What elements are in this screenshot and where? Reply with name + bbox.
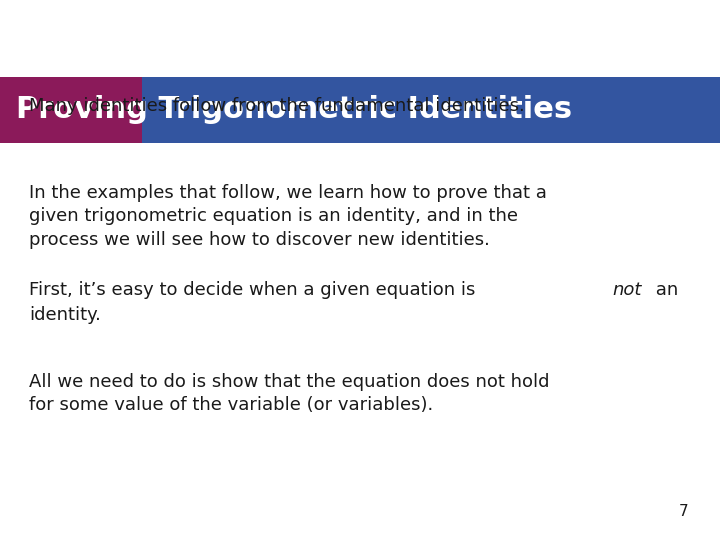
Text: Many identities follow from the fundamental identities.: Many identities follow from the fundamen… [29, 97, 525, 115]
Text: not: not [612, 281, 642, 299]
Text: Proving Trigonometric Identities: Proving Trigonometric Identities [16, 96, 572, 124]
Text: an: an [650, 281, 678, 299]
Bar [0, 77, 142, 143]
Text: All we need to do is show that the equation does not hold
for some value of the : All we need to do is show that the equat… [29, 373, 549, 414]
Text: In the examples that follow, we learn how to prove that a
given trigonometric eq: In the examples that follow, we learn ho… [29, 184, 546, 249]
Text: identity.: identity. [29, 306, 101, 324]
Bar [142, 77, 720, 143]
Text: 7: 7 [679, 504, 688, 519]
Text: First, it’s easy to decide when a given equation is: First, it’s easy to decide when a given … [29, 281, 481, 299]
